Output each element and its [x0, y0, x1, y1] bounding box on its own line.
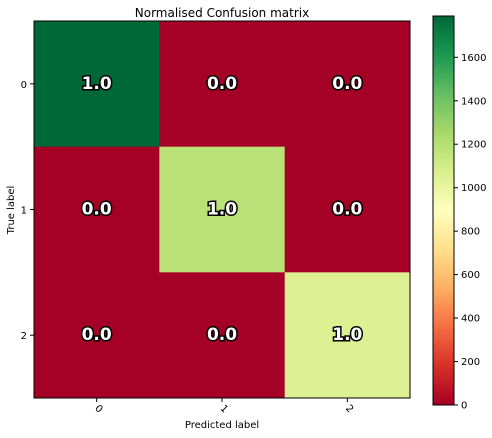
cell-value-label: 0.0 — [332, 74, 362, 94]
colorbar-tick-label: 1000 — [461, 183, 486, 194]
cell-value-label: 0.0 — [207, 325, 237, 345]
colorbar-ticks: 0 200 400 600 800 1000 1200 1400 1600 — [454, 53, 486, 412]
colorbar-tick-label: 1200 — [461, 140, 486, 151]
heatmap-cell — [34, 146, 160, 273]
cell-value-label: 1.0 — [82, 74, 112, 94]
y-tick-label: 1 — [21, 206, 27, 217]
x-tick-label: 1 — [218, 403, 230, 415]
colorbar — [432, 15, 455, 406]
y-tick-label: 2 — [21, 331, 27, 342]
heatmap-cell — [159, 272, 286, 399]
heatmap-cell — [34, 21, 160, 148]
chart-title: Normalised Confusion matrix — [135, 6, 309, 20]
y-axis-label: True label — [6, 186, 17, 236]
cell-value-label: 0.0 — [82, 200, 112, 220]
cell-value-label: 0.0 — [82, 325, 112, 345]
heatmap-cells — [34, 21, 411, 399]
heatmap-cell — [159, 146, 286, 273]
x-tick-label: 0 — [92, 403, 104, 415]
heatmap-cell — [159, 21, 286, 148]
heatmap-cell — [284, 146, 411, 273]
heatmap-cell — [284, 21, 411, 148]
colorbar-tick-label: 400 — [461, 314, 480, 325]
heatmap-cell — [284, 272, 411, 399]
colorbar-tick-label: 200 — [461, 357, 480, 368]
cell-value-label: 0.0 — [332, 200, 362, 220]
colorbar-tick-label: 1400 — [461, 96, 486, 107]
colorbar-tick-label: 0 — [461, 401, 467, 412]
x-axis-label: Predicted label — [185, 420, 259, 431]
heatmap-cell-labels: 1.0 0.0 0.0 0.0 1.0 0.0 0.0 0.0 1.0 — [80, 72, 364, 346]
x-tick-label: 2 — [343, 403, 355, 415]
colorbar-tick-label: 600 — [461, 270, 480, 281]
y-tick-label: 0 — [21, 80, 27, 91]
colorbar-tick-label: 1600 — [461, 53, 486, 64]
cell-value-label: 1.0 — [207, 200, 237, 220]
colorbar-tick-label: 800 — [461, 227, 480, 238]
cell-value-label: 0.0 — [207, 74, 237, 94]
heatmap-cell — [34, 272, 160, 399]
cell-value-label: 1.0 — [332, 325, 362, 345]
